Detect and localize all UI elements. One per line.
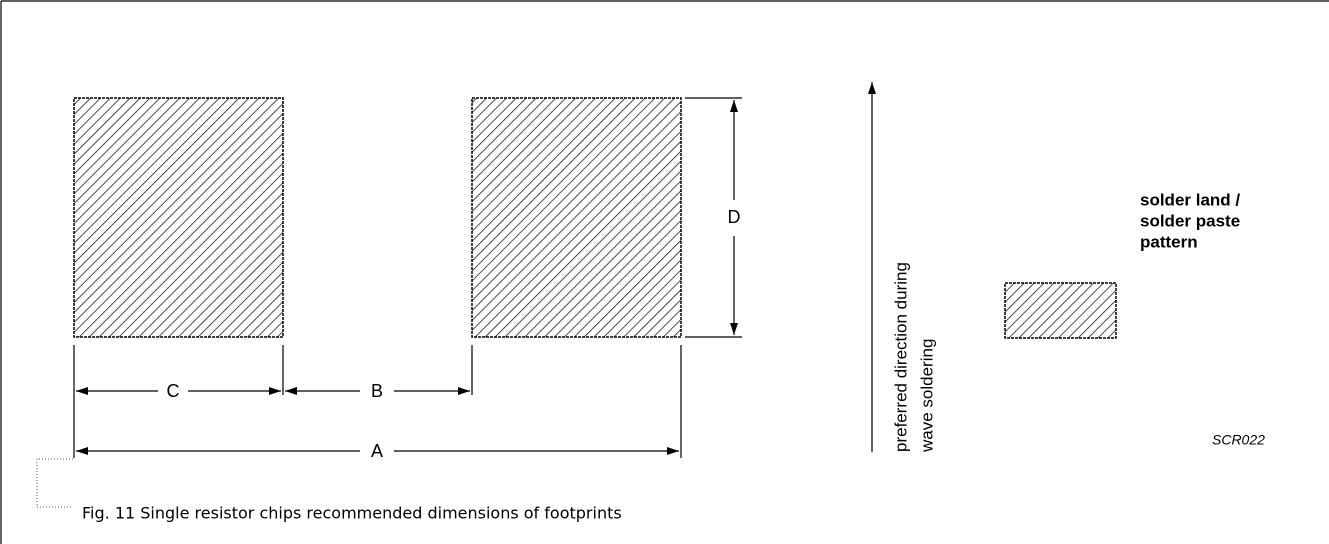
direction-text: wave soldering <box>917 339 936 453</box>
legend-text: pattern <box>1140 232 1198 251</box>
caption: Fig. 11 Single resistor chips recommende… <box>82 504 622 523</box>
drawing-code: SCR022 <box>1212 432 1265 448</box>
legend-text: solder land / <box>1140 190 1240 209</box>
pad-left <box>73 97 284 338</box>
extension-lines <box>73 97 742 458</box>
dim-label-c: C <box>167 381 180 401</box>
direction-text: preferred direction during <box>891 262 910 452</box>
pad-right <box>471 97 682 338</box>
dim-label-b: B <box>371 381 383 401</box>
legend-text: solder paste <box>1140 211 1240 230</box>
dimension-arrows <box>76 100 738 455</box>
dim-label-a: A <box>371 441 383 461</box>
legend-swatch <box>1004 282 1117 339</box>
dim-label-d: D <box>728 207 741 227</box>
caption-connector <box>36 458 73 508</box>
